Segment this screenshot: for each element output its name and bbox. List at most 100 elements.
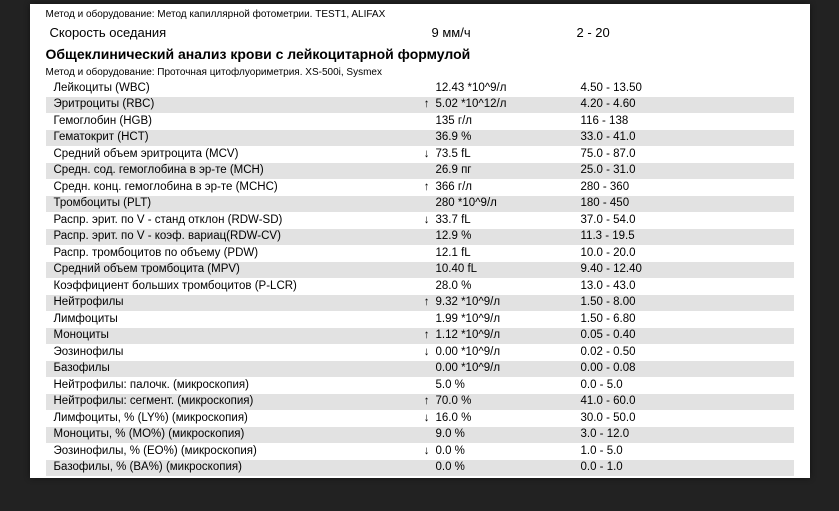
value-cell: 280 *10^9/л: [436, 198, 581, 210]
param-name: Нейтрофилы: палочк. (микроскопия): [54, 380, 414, 392]
table-row: Распр. эрит. по V - коэф. вариац(RDW-CV)…: [46, 229, 794, 246]
param-name: Эозинофилы, % (EO%) (микроскопия): [54, 446, 414, 458]
reference-range: 13.0 - 43.0: [581, 281, 794, 293]
param-name: Лимфоциты, % (LY%) (микроскопия): [54, 413, 414, 425]
table-row: Лимфоциты, % (LY%) (микроскопия)↓16.0 %3…: [46, 410, 794, 427]
reference-range: 30.0 - 50.0: [581, 413, 794, 425]
flag-arrow-icon: ↑: [414, 297, 436, 309]
table-row: Распр. эрит. по V - станд отклон (RDW-SD…: [46, 212, 794, 229]
lab-report-sheet: Метод и оборудование: Метод капиллярной …: [30, 4, 810, 478]
page-container: Метод и оборудование: Метод капиллярной …: [0, 0, 839, 511]
reference-range: 4.50 - 13.50: [581, 83, 794, 95]
value-cell: 9 мм/ч: [432, 26, 577, 39]
table-row: Распр. тромбоцитов по объему (PDW) 12.1 f…: [46, 245, 794, 262]
reference-range: 11.3 - 19.5: [581, 231, 794, 243]
flag-arrow-icon: ↓: [414, 149, 436, 161]
param-name: Распр. эрит. по V - станд отклон (RDW-SD…: [54, 215, 414, 227]
table-row: Эритроциты (RBC)↑5.02 *10^12/л4.20 - 4.6…: [46, 97, 794, 114]
reference-range: 0.05 - 0.40: [581, 330, 794, 342]
value-cell: 5.0 %: [436, 380, 581, 392]
method-line-2: Метод и оборудование: Проточная цитофлуо…: [46, 64, 794, 80]
value-cell: 12.1 fL: [436, 248, 581, 260]
param-name: Нейтрофилы: [54, 297, 414, 309]
param-name: Средний объем тромбоцита (MPV): [54, 264, 414, 276]
table-row: Коэффициент больших тромбоцитов (P-LCR)2…: [46, 278, 794, 295]
param-name: Нейтрофилы: сегмент. (микроскопия): [54, 396, 414, 408]
reference-range: 180 - 450: [581, 198, 794, 210]
table-row: Базофилы, % (BA%) (микроскопия)0.0 %0.0 …: [46, 460, 794, 477]
param-name: Эозинофилы: [54, 347, 414, 359]
reference-range: 41.0 - 60.0: [581, 396, 794, 408]
section-title: Общеклинический анализ крови с лейкоцита…: [46, 42, 794, 64]
flag-arrow-icon: ↑: [414, 330, 436, 342]
value-cell: 9.0 %: [436, 429, 581, 441]
param-name: Гематокрит (HCT): [54, 132, 414, 144]
table-row: Средний объем эритроцита (MCV)↓73.5 fL75…: [46, 146, 794, 163]
param-name: Средн. конц. гемоглобина в эр-те (MCHC): [54, 182, 414, 194]
flag-arrow-icon: ↓: [414, 215, 436, 227]
reference-range: 1.50 - 8.00: [581, 297, 794, 309]
param-name: Средний объем эритроцита (MCV): [54, 149, 414, 161]
reference-range: 75.0 - 87.0: [581, 149, 794, 161]
table-row: Гематокрит (HCT) 36.9 %33.0 - 41.0: [46, 130, 794, 147]
method-line-1: Метод и оборудование: Метод капиллярной …: [46, 6, 794, 22]
value-cell: 16.0 %: [436, 413, 581, 425]
table-row: Нейтрофилы↑9.32 *10^9/л1.50 - 8.00: [46, 295, 794, 312]
table-row: Средний объем тромбоцита (MPV)10.40 fL9.…: [46, 262, 794, 279]
flag-arrow-icon: ↑: [414, 182, 436, 194]
table-row: Моноциты↑1.12 *10^9/л0.05 - 0.40: [46, 328, 794, 345]
table-row: Эозинофилы, % (EO%) (микроскопия)↓0.0 %1…: [46, 443, 794, 460]
reference-range: 0.0 - 1.0: [581, 462, 794, 474]
value-cell: 5.02 *10^12/л: [436, 99, 581, 111]
param-name: Моноциты, % (MO%) (микроскопия): [54, 429, 414, 441]
reference-range: 1.0 - 5.0: [581, 446, 794, 458]
table-row: Скорость оседания9 мм/ч2 - 20: [46, 22, 794, 42]
value-cell: 33.7 fL: [436, 215, 581, 227]
value-cell: 12.9 %: [436, 231, 581, 243]
value-cell: 73.5 fL: [436, 149, 581, 161]
reference-range: 2 - 20: [577, 26, 794, 39]
reference-range: 10.0 - 20.0: [581, 248, 794, 260]
param-name: Лимфоциты: [54, 314, 414, 326]
flag-arrow-icon: ↓: [414, 347, 436, 359]
param-name: Моноциты: [54, 330, 414, 342]
value-cell: 0.00 *10^9/л: [436, 347, 581, 359]
reference-range: 3.0 - 12.0: [581, 429, 794, 441]
value-cell: 366 г/л: [436, 182, 581, 194]
table-row: Эозинофилы↓0.00 *10^9/л0.02 - 0.50: [46, 344, 794, 361]
value-cell: 1.12 *10^9/л: [436, 330, 581, 342]
table-row: Средн. сод. гемоглобина в эр-те (MCH)26.…: [46, 163, 794, 180]
table-row: Моноциты, % (MO%) (микроскопия) 9.0 %3.0 …: [46, 427, 794, 444]
value-cell: 26.9 пг: [436, 165, 581, 177]
reference-range: 0.00 - 0.08: [581, 363, 794, 375]
table-row: Лимфоциты 1.99 *10^9/л1.50 - 6.80: [46, 311, 794, 328]
reference-range: 4.20 - 4.60: [581, 99, 794, 111]
reference-range: 116 - 138: [581, 116, 794, 128]
value-cell: 1.99 *10^9/л: [436, 314, 581, 326]
flag-arrow-icon: ↑: [414, 396, 436, 408]
reference-range: 1.50 - 6.80: [581, 314, 794, 326]
value-cell: 28.0 %: [436, 281, 581, 293]
value-cell: 10.40 fL: [436, 264, 581, 276]
param-name: Базофилы: [54, 363, 414, 375]
table-row: Нейтрофилы: палочк. (микроскопия)5.0 %0.…: [46, 377, 794, 394]
value-cell: 0.00 *10^9/л: [436, 363, 581, 375]
param-name: Тромбоциты (PLT): [54, 198, 414, 210]
param-name: Распр. тромбоцитов по объему (PDW): [54, 248, 414, 260]
reference-range: 33.0 - 41.0: [581, 132, 794, 144]
param-name: Гемоглобин (HGB): [54, 116, 414, 128]
table-row: Гемоглобин (HGB)135 г/л116 - 138: [46, 113, 794, 130]
value-cell: 70.0 %: [436, 396, 581, 408]
table-row: Тромбоциты (PLT) 280 *10^9/л180 - 450: [46, 196, 794, 213]
value-cell: 12.43 *10^9/л: [436, 83, 581, 95]
param-name: Базофилы, % (BA%) (микроскопия): [54, 462, 414, 474]
reference-range: 280 - 360: [581, 182, 794, 194]
table-row: Лейкоциты (WBC)12.43 *10^9/л4.50 - 13.50: [46, 80, 794, 97]
param-name: Эритроциты (RBC): [54, 99, 414, 111]
reference-range: 0.02 - 0.50: [581, 347, 794, 359]
table-row: Базофилы 0.00 *10^9/л0.00 - 0.08: [46, 361, 794, 378]
value-cell: 36.9 %: [436, 132, 581, 144]
param-name: Распр. эрит. по V - коэф. вариац(RDW-CV): [54, 231, 414, 243]
value-cell: 0.0 %: [436, 446, 581, 458]
table-row: Средн. конц. гемоглобина в эр-те (MCHC)↑…: [46, 179, 794, 196]
